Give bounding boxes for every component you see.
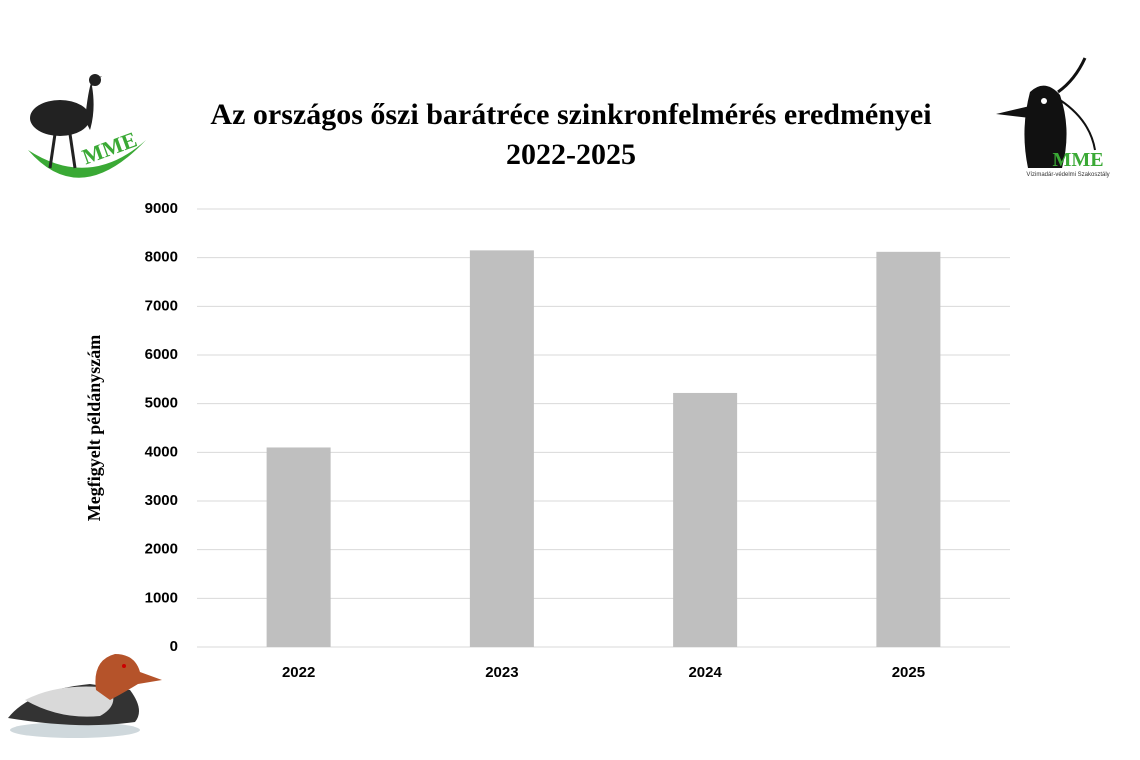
- y-tick-label: 1000: [145, 589, 178, 606]
- y-tick-label: 6000: [145, 346, 178, 363]
- x-tick-label: 2022: [282, 664, 315, 681]
- y-tick-label: 4000: [145, 443, 178, 460]
- y-tick-label: 3000: [145, 492, 178, 509]
- y-tick-label: 5000: [145, 395, 178, 412]
- y-axis-label: Megfigyelt példányszám: [84, 335, 104, 521]
- y-tick-label: 8000: [145, 249, 178, 266]
- x-tick-label: 2024: [688, 664, 722, 681]
- bar: [469, 250, 534, 647]
- bar: [673, 392, 738, 647]
- right-logo: MME Vízimadár-védelmi Szakosztály: [996, 57, 1110, 178]
- duck-illustration: [8, 654, 162, 738]
- bar: [876, 251, 941, 647]
- y-tick-label: 7000: [145, 297, 178, 314]
- x-tick-label: 2023: [485, 664, 518, 681]
- y-tick-label: 2000: [145, 541, 178, 558]
- chart-subtitle: 2022-2025: [506, 138, 636, 171]
- bar: [266, 447, 331, 647]
- chart-title: Az országos őszi barátréce szinkronfelmé…: [210, 98, 931, 131]
- left-logo: MME: [28, 74, 146, 178]
- y-tick-label: 0: [170, 638, 178, 655]
- logo-caption: Vízimadár-védelmi Szakosztály: [1026, 172, 1109, 178]
- logo-text: MME: [1052, 149, 1103, 171]
- x-tick-label: 2025: [892, 664, 925, 681]
- y-tick-label: 9000: [145, 200, 178, 217]
